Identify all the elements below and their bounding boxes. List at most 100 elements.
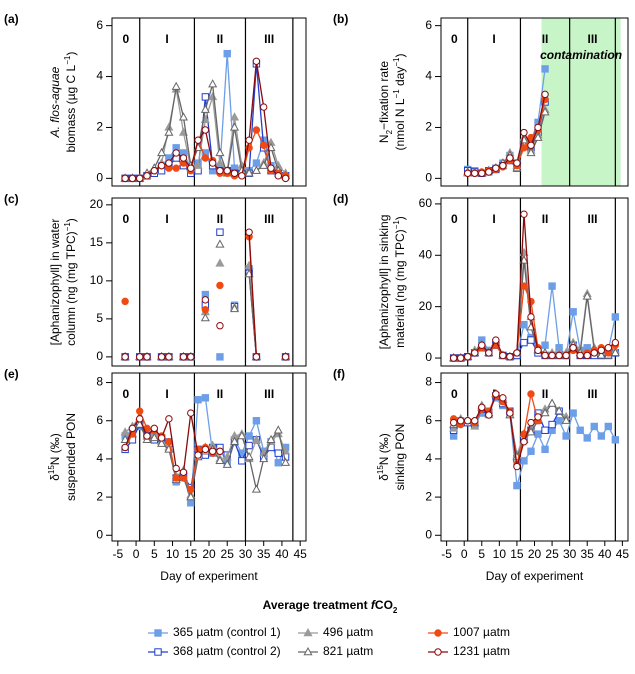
marker <box>121 174 129 183</box>
marker <box>274 459 282 467</box>
series-line <box>140 237 286 357</box>
marker <box>150 424 159 433</box>
phase-label: III <box>264 387 274 401</box>
marker <box>215 455 225 465</box>
marker <box>534 346 542 355</box>
x-tick-label: 20 <box>202 547 216 561</box>
panel-label: (a) <box>4 12 19 26</box>
marker <box>604 344 613 352</box>
y-tick-label: 8 <box>96 375 103 389</box>
marker <box>216 281 224 290</box>
marker <box>527 297 535 306</box>
y-tick-label: 4 <box>96 451 103 465</box>
marker <box>506 353 514 361</box>
marker <box>273 425 283 434</box>
phase-label: II <box>217 32 224 46</box>
marker <box>136 415 144 423</box>
marker <box>576 351 584 360</box>
x-tick-label: 35 <box>257 547 271 561</box>
x-tick-label: 40 <box>275 547 289 561</box>
y-axis-title: N2−fixation rate <box>377 61 393 143</box>
marker <box>274 449 282 457</box>
panel-label: (e) <box>4 367 19 381</box>
marker <box>165 159 173 167</box>
marker <box>540 107 550 116</box>
marker <box>464 353 472 361</box>
marker <box>485 349 493 357</box>
marker <box>464 417 472 425</box>
phase-label: 0 <box>451 387 458 401</box>
marker <box>281 457 291 466</box>
marker <box>492 336 500 344</box>
text-part: 2 <box>393 606 398 615</box>
marker <box>252 417 261 425</box>
marker <box>193 160 203 169</box>
marker <box>478 341 486 349</box>
series-line <box>453 393 539 467</box>
marker <box>541 341 549 349</box>
text-part: δ <box>48 474 62 481</box>
marker <box>252 353 261 361</box>
marker <box>201 126 210 134</box>
marker <box>194 451 202 459</box>
marker <box>569 344 577 352</box>
marker <box>597 432 605 440</box>
marker <box>499 161 507 170</box>
marker <box>245 441 253 450</box>
text-part: material (ng (mg TPC) <box>393 229 407 347</box>
marker <box>569 409 577 417</box>
marker <box>251 434 261 444</box>
y-axis-title: δ15N (‰) <box>376 433 392 481</box>
marker <box>506 154 514 162</box>
x-tick-label: 30 <box>563 547 577 561</box>
x-tick-label: 15 <box>184 547 198 561</box>
marker <box>548 420 556 429</box>
marker <box>216 167 224 175</box>
marker <box>216 447 224 455</box>
y-tick-label: 60 <box>419 196 433 210</box>
marker <box>548 282 556 290</box>
text-part: ) <box>393 54 407 58</box>
y-tick-label: 20 <box>419 299 433 313</box>
text-part: −1 <box>392 89 401 99</box>
marker <box>172 464 180 473</box>
x-tick-label: 5 <box>478 547 485 561</box>
marker <box>520 457 528 465</box>
series-line <box>140 266 286 357</box>
marker <box>121 353 129 361</box>
marker <box>527 390 535 398</box>
panel-label: (b) <box>333 12 348 26</box>
marker <box>513 481 521 490</box>
marker <box>244 260 254 269</box>
marker <box>562 432 570 440</box>
marker <box>244 451 254 461</box>
marker <box>136 174 144 183</box>
marker <box>143 172 151 180</box>
marker <box>187 353 195 361</box>
marker <box>478 169 486 177</box>
x-tick-label: 45 <box>293 547 307 561</box>
marker <box>583 351 591 360</box>
marker <box>513 462 521 471</box>
phase-label: I <box>165 387 168 401</box>
marker <box>179 468 188 476</box>
y-tick-label: 0 <box>96 527 103 541</box>
marker <box>154 648 162 656</box>
y-tick-label: 2 <box>425 120 432 134</box>
marker <box>200 104 210 113</box>
y-tick-label: 2 <box>96 120 103 134</box>
phase-label: 0 <box>451 32 458 46</box>
y-tick-label: 0 <box>96 349 103 363</box>
marker <box>547 398 557 407</box>
marker <box>548 351 556 360</box>
phase-label: III <box>587 32 597 46</box>
marker <box>281 353 290 361</box>
marker <box>492 164 500 172</box>
text-part: column (ng (mg TPC) <box>64 231 78 345</box>
marker <box>179 154 188 162</box>
phase-label: II <box>542 387 549 401</box>
marker <box>229 122 240 131</box>
marker <box>561 415 571 424</box>
marker <box>238 457 246 465</box>
y-axis-title: material (ng (mg TPC)−1) <box>392 216 408 348</box>
